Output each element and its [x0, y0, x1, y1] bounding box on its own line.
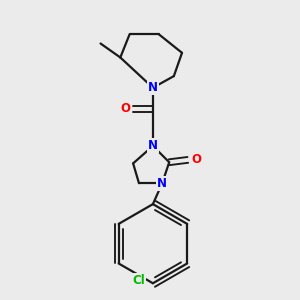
Text: O: O [120, 102, 130, 115]
Text: Cl: Cl [133, 274, 145, 287]
Text: O: O [191, 153, 201, 167]
Text: N: N [157, 177, 167, 190]
Text: N: N [148, 81, 158, 94]
Text: N: N [148, 140, 158, 152]
